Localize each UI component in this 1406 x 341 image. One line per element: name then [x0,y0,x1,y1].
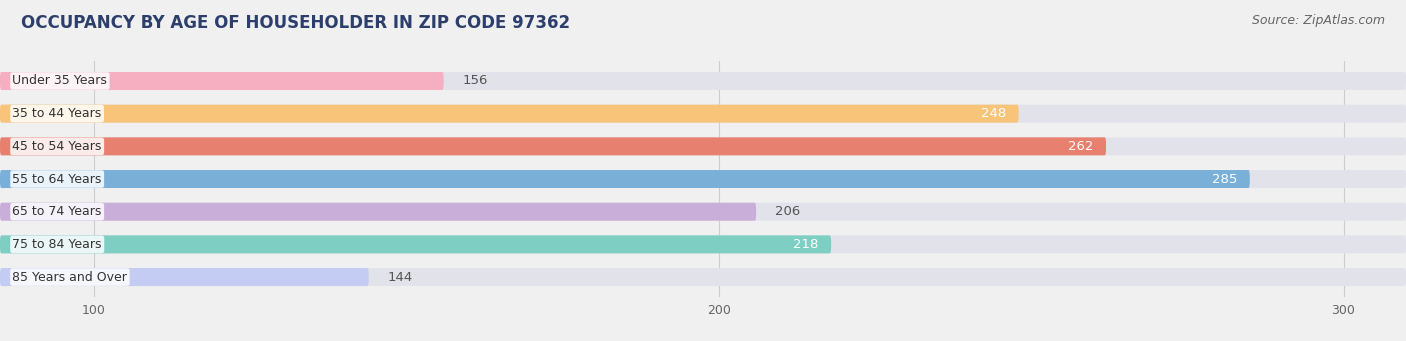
FancyBboxPatch shape [0,137,1107,155]
Text: 144: 144 [388,270,413,284]
Text: 75 to 84 Years: 75 to 84 Years [13,238,103,251]
Text: OCCUPANCY BY AGE OF HOUSEHOLDER IN ZIP CODE 97362: OCCUPANCY BY AGE OF HOUSEHOLDER IN ZIP C… [21,14,571,32]
FancyBboxPatch shape [0,203,1406,221]
Text: 45 to 54 Years: 45 to 54 Years [13,140,101,153]
FancyBboxPatch shape [0,268,1406,286]
FancyBboxPatch shape [0,137,1406,155]
Text: 262: 262 [1069,140,1094,153]
Text: Source: ZipAtlas.com: Source: ZipAtlas.com [1251,14,1385,27]
FancyBboxPatch shape [0,268,368,286]
FancyBboxPatch shape [0,105,1406,123]
FancyBboxPatch shape [0,72,444,90]
Text: 285: 285 [1212,173,1237,186]
Text: Under 35 Years: Under 35 Years [13,74,107,88]
FancyBboxPatch shape [0,105,1018,123]
FancyBboxPatch shape [0,72,1406,90]
Text: 55 to 64 Years: 55 to 64 Years [13,173,101,186]
FancyBboxPatch shape [0,170,1406,188]
Text: 85 Years and Over: 85 Years and Over [13,270,128,284]
FancyBboxPatch shape [0,235,1406,253]
Text: 218: 218 [793,238,818,251]
Text: 206: 206 [775,205,800,218]
FancyBboxPatch shape [0,235,831,253]
Text: 35 to 44 Years: 35 to 44 Years [13,107,101,120]
Text: 248: 248 [981,107,1007,120]
FancyBboxPatch shape [0,170,1250,188]
FancyBboxPatch shape [0,203,756,221]
Text: 65 to 74 Years: 65 to 74 Years [13,205,101,218]
Text: 156: 156 [463,74,488,88]
